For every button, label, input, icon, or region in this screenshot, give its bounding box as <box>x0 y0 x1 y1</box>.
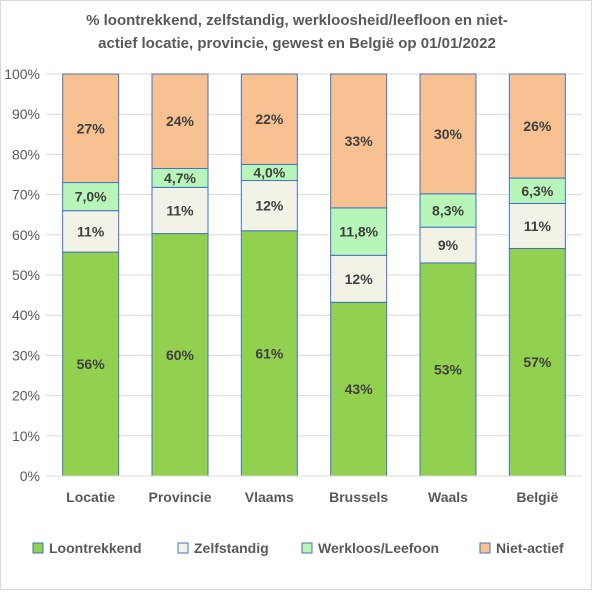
bar-segment <box>151 233 209 477</box>
data-label: 60% <box>166 347 195 363</box>
data-label: 4,0% <box>253 164 285 180</box>
data-label: 4,7% <box>164 170 196 186</box>
y-tick-label: 10% <box>12 428 40 444</box>
x-tick-label: Waals <box>428 489 468 505</box>
data-label: 33% <box>345 133 374 149</box>
bar-segment <box>330 207 388 256</box>
y-axis: 0% 10% 20% 30% 40% 50% 60% 70% 80% 90% 100% <box>4 66 40 484</box>
data-label: 11% <box>524 218 552 234</box>
y-tick-label: 90% <box>12 106 40 122</box>
data-label: 24% <box>166 113 195 129</box>
bar-segment <box>62 73 120 184</box>
x-tick-label: België <box>516 489 558 505</box>
legend-swatch <box>177 542 189 554</box>
data-label: 11,8% <box>339 224 378 240</box>
data-label: 11% <box>166 202 194 218</box>
gridlines <box>46 73 582 477</box>
x-tick-label: Locatie <box>66 489 115 505</box>
x-tick-label: Brussels <box>329 489 388 505</box>
bar-segment <box>330 73 388 209</box>
bar-segment <box>508 202 566 249</box>
data-label: 56% <box>77 356 106 372</box>
y-tick-label: 100% <box>4 66 40 82</box>
x-tick-label: Provincie <box>148 489 211 505</box>
data-label: 11% <box>77 223 105 239</box>
data-label: 6,3% <box>521 183 553 199</box>
data-label: 7,0% <box>75 189 107 205</box>
y-tick-label: 80% <box>12 146 40 162</box>
data-label: 30% <box>434 126 463 142</box>
data-label: 22% <box>255 111 284 127</box>
data-label: 12% <box>255 198 284 214</box>
x-axis: Locatie Provincie Vlaams Brussels Waals Belgi… <box>46 475 582 505</box>
y-tick-label: 50% <box>12 267 40 283</box>
x-tick-label: Vlaams <box>245 489 294 505</box>
legend-label: Werkloos/Leefoon <box>318 540 439 556</box>
bar-segment <box>62 251 120 477</box>
bars: 56% 11% 7,0% 27% 60% 11% 4,7% 24% 61% 12% 4,0% 22% 4… <box>62 73 566 477</box>
y-tick-label: 70% <box>12 187 40 203</box>
bar-segment <box>62 210 120 253</box>
bar-segment <box>508 177 566 204</box>
data-label: 12% <box>345 271 374 287</box>
legend: Loontrekkend Zelfstandig Werkloos/Leefoon N… <box>32 540 564 556</box>
bar-segment <box>419 73 477 195</box>
y-tick-label: 20% <box>12 388 40 404</box>
data-label: 53% <box>434 361 463 377</box>
bar-segment <box>330 301 388 477</box>
y-tick-label: 0% <box>20 468 40 484</box>
bar-segment <box>240 180 298 232</box>
y-tick-label: 30% <box>12 347 40 363</box>
legend-label: Loontrekkend <box>49 540 142 556</box>
bar-segment <box>151 73 209 169</box>
chart-title-line-2: actief locatie, provincie, gewest en Bel… <box>98 35 496 52</box>
data-label: 27% <box>77 120 106 136</box>
legend-swatch <box>32 542 44 554</box>
legend-label: Niet-actief <box>496 540 564 556</box>
data-label: 8,3% <box>432 202 464 218</box>
bar-segment <box>419 262 477 477</box>
data-label: 61% <box>255 345 284 361</box>
data-label: 43% <box>345 381 374 397</box>
data-label: 9% <box>438 237 459 253</box>
legend-swatch <box>479 542 491 554</box>
legend-label: Zelfstandig <box>194 540 269 556</box>
y-tick-label: 40% <box>12 307 40 323</box>
data-label: 57% <box>523 354 552 370</box>
bar-segment <box>419 226 477 264</box>
data-label: 26% <box>523 118 552 134</box>
bar-segment <box>62 182 120 212</box>
bar-segment <box>240 73 298 165</box>
chart-title-line-1: % loontrekkend, zelfstandig, werklooshei… <box>86 12 508 29</box>
y-tick-label: 60% <box>12 227 40 243</box>
bar-segment <box>240 230 298 477</box>
bar-segment <box>508 73 566 179</box>
bar-segment <box>151 186 209 235</box>
legend-swatch <box>301 542 313 554</box>
bar-segment <box>508 247 566 477</box>
bar-segment <box>419 193 477 228</box>
